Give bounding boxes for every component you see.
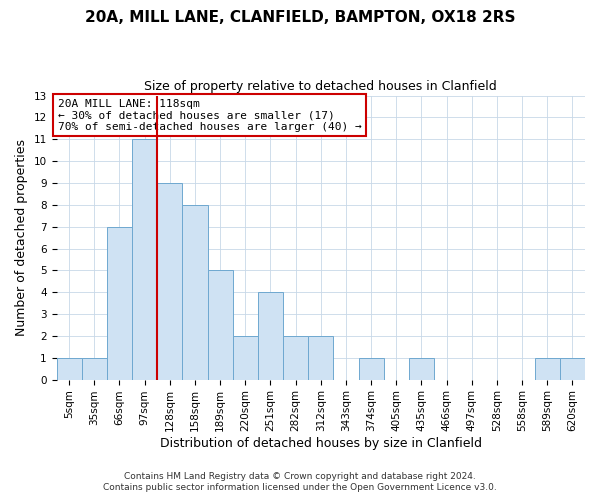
Title: Size of property relative to detached houses in Clanfield: Size of property relative to detached ho… xyxy=(145,80,497,93)
Bar xyxy=(182,205,208,380)
Bar xyxy=(107,226,132,380)
Bar xyxy=(157,183,182,380)
Bar xyxy=(208,270,233,380)
Bar xyxy=(535,358,560,380)
Bar xyxy=(409,358,434,380)
Text: 20A, MILL LANE, CLANFIELD, BAMPTON, OX18 2RS: 20A, MILL LANE, CLANFIELD, BAMPTON, OX18… xyxy=(85,10,515,25)
X-axis label: Distribution of detached houses by size in Clanfield: Distribution of detached houses by size … xyxy=(160,437,482,450)
Bar xyxy=(132,140,157,380)
Bar xyxy=(359,358,383,380)
Bar xyxy=(283,336,308,380)
Bar xyxy=(82,358,107,380)
Bar xyxy=(56,358,82,380)
Bar xyxy=(308,336,334,380)
Text: Contains HM Land Registry data © Crown copyright and database right 2024.
Contai: Contains HM Land Registry data © Crown c… xyxy=(103,472,497,492)
Bar xyxy=(560,358,585,380)
Bar xyxy=(258,292,283,380)
Y-axis label: Number of detached properties: Number of detached properties xyxy=(15,139,28,336)
Bar xyxy=(233,336,258,380)
Text: 20A MILL LANE: 118sqm
← 30% of detached houses are smaller (17)
70% of semi-deta: 20A MILL LANE: 118sqm ← 30% of detached … xyxy=(58,99,362,132)
